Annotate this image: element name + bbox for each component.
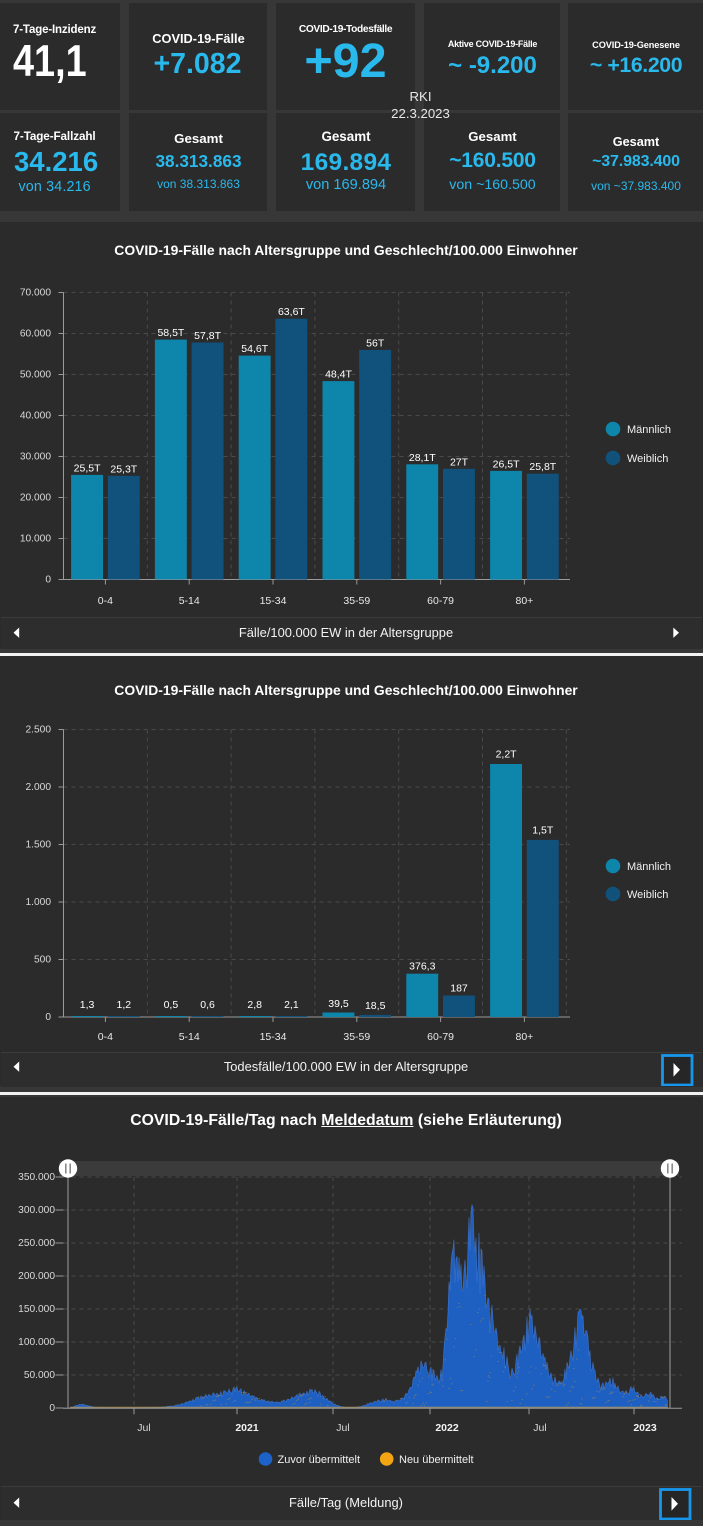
- svg-text:63,6T: 63,6T: [278, 306, 305, 318]
- svg-text:2.500: 2.500: [26, 725, 52, 736]
- svg-text:0-4: 0-4: [98, 1031, 113, 1043]
- svg-text:80+: 80+: [515, 1031, 533, 1043]
- svg-text:60-79: 60-79: [427, 1031, 454, 1043]
- svg-text:1.500: 1.500: [26, 840, 52, 851]
- svg-text:Jul: Jul: [533, 1422, 546, 1434]
- svg-text:Jul: Jul: [336, 1422, 349, 1434]
- svg-text:Weiblich: Weiblich: [627, 889, 668, 901]
- svg-text:100.000: 100.000: [18, 1337, 55, 1348]
- svg-text:30.000: 30.000: [20, 452, 51, 463]
- svg-text:25,8T: 25,8T: [529, 461, 556, 473]
- svg-text:10.000: 10.000: [20, 534, 51, 545]
- svg-text:250.000: 250.000: [18, 1238, 55, 1249]
- svg-text:200.000: 200.000: [18, 1271, 55, 1282]
- svg-text:1,2: 1,2: [116, 999, 131, 1011]
- svg-text:58,5T: 58,5T: [157, 327, 184, 339]
- svg-text:25,3T: 25,3T: [110, 463, 137, 475]
- svg-text:60.000: 60.000: [20, 329, 51, 340]
- svg-text:Neu übermittelt: Neu übermittelt: [399, 1454, 474, 1466]
- svg-text:500: 500: [34, 955, 51, 966]
- svg-text:300.000: 300.000: [18, 1205, 55, 1216]
- svg-text:15-34: 15-34: [260, 595, 287, 607]
- svg-text:0-4: 0-4: [98, 595, 113, 607]
- svg-text:2,8: 2,8: [247, 999, 262, 1011]
- svg-text:5-14: 5-14: [179, 595, 200, 607]
- svg-text:Zuvor übermittelt: Zuvor übermittelt: [278, 1454, 361, 1466]
- svg-text:60-79: 60-79: [427, 595, 454, 607]
- svg-text:48,4T: 48,4T: [325, 369, 352, 381]
- svg-text:0,5: 0,5: [164, 999, 179, 1011]
- svg-text:56T: 56T: [366, 337, 385, 349]
- svg-text:57,8T: 57,8T: [194, 330, 221, 342]
- svg-text:1,5T: 1,5T: [532, 825, 554, 837]
- svg-text:27T: 27T: [450, 456, 469, 468]
- svg-text:150.000: 150.000: [18, 1304, 55, 1315]
- svg-text:28,1T: 28,1T: [409, 452, 436, 464]
- svg-text:20.000: 20.000: [20, 493, 51, 504]
- svg-text:5-14: 5-14: [179, 1031, 200, 1043]
- svg-text:Jul: Jul: [137, 1422, 150, 1434]
- svg-text:350.000: 350.000: [18, 1172, 55, 1183]
- svg-text:376,3: 376,3: [409, 961, 435, 973]
- svg-text:70.000: 70.000: [20, 288, 51, 299]
- svg-text:0: 0: [49, 1403, 55, 1414]
- svg-text:26,5T: 26,5T: [493, 458, 520, 470]
- svg-text:80+: 80+: [515, 595, 533, 607]
- svg-text:0: 0: [45, 1012, 51, 1023]
- svg-text:50.000: 50.000: [24, 1370, 55, 1381]
- svg-text:Weiblich: Weiblich: [627, 453, 668, 465]
- svg-text:0: 0: [45, 575, 51, 586]
- svg-text:2022: 2022: [435, 1422, 459, 1434]
- svg-text:Männlich: Männlich: [627, 861, 671, 873]
- svg-text:35-59: 35-59: [343, 1031, 370, 1043]
- svg-text:39,5: 39,5: [328, 998, 349, 1010]
- svg-text:187: 187: [450, 983, 468, 995]
- svg-text:35-59: 35-59: [343, 595, 370, 607]
- svg-text:0,6: 0,6: [200, 999, 215, 1011]
- svg-text:2,2T: 2,2T: [496, 749, 518, 761]
- svg-text:2021: 2021: [235, 1422, 259, 1434]
- svg-text:2023: 2023: [633, 1422, 657, 1434]
- svg-text:2.000: 2.000: [26, 782, 52, 793]
- svg-text:Männlich: Männlich: [627, 424, 671, 436]
- svg-text:40.000: 40.000: [20, 411, 51, 422]
- svg-text:50.000: 50.000: [20, 370, 51, 381]
- svg-text:15-34: 15-34: [260, 1031, 287, 1043]
- svg-text:18,5: 18,5: [365, 1000, 386, 1012]
- svg-text:2,1: 2,1: [284, 999, 299, 1011]
- svg-text:1,3: 1,3: [80, 999, 95, 1011]
- svg-text:25,5T: 25,5T: [74, 462, 101, 474]
- svg-text:54,6T: 54,6T: [241, 343, 268, 355]
- svg-text:1.000: 1.000: [26, 897, 52, 908]
